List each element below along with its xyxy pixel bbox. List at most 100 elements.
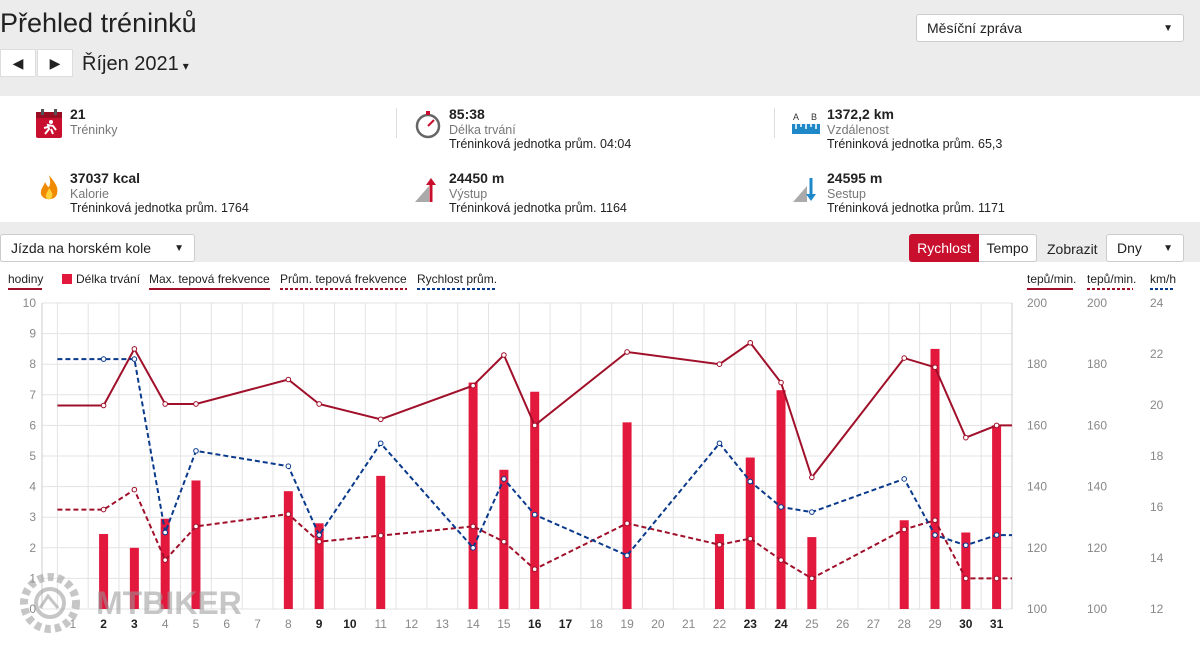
x-day-tick: 19 — [620, 617, 634, 631]
avg-speed-line-point — [100, 356, 107, 362]
x-day-tick: 16 — [528, 617, 542, 631]
show-label: Zobrazit — [1047, 241, 1098, 257]
max-hr-line-point — [716, 361, 723, 367]
max-hr-line-point — [932, 364, 938, 371]
duration-bar — [776, 390, 786, 609]
speed-toggle-button[interactable]: Rychlost — [909, 234, 979, 262]
x-day-tick: 11 — [374, 617, 387, 631]
x-day-tick: 4 — [162, 617, 169, 631]
x-day-tick: 27 — [867, 617, 881, 631]
stat-ascent: 24450 m Výstup Tréninková jednotka prům.… — [413, 168, 753, 220]
stat-label: Výstup — [449, 187, 488, 201]
flame-icon — [40, 175, 58, 200]
y-hr-avg-tick: 100 — [1087, 602, 1107, 616]
x-day-tick: 1 — [69, 617, 76, 631]
avg-speed-line-point — [193, 448, 199, 454]
x-day-tick: 28 — [898, 617, 912, 631]
stat-label: Kalorie — [70, 187, 109, 201]
y-left-tick: 5 — [29, 449, 36, 463]
y-left-tick: 3 — [29, 510, 36, 524]
avg-hr-line-point — [809, 575, 815, 582]
stat-average: Tréninková jednotka prům. 1164 — [449, 201, 627, 215]
duration-bar — [468, 382, 478, 609]
dropdown-arrow-icon: ▼ — [174, 242, 184, 254]
avg-speed-line-point — [285, 463, 292, 469]
duration-bar — [899, 520, 909, 609]
stat-average: Tréninková jednotka prům. 04:04 — [449, 137, 632, 151]
stat-value: 85:38 — [449, 106, 485, 122]
calendar-run-icon — [36, 109, 62, 138]
x-day-tick: 9 — [316, 617, 323, 631]
activity-type-value: Jízda na horském kole — [11, 240, 152, 256]
max-hr-line-point — [377, 416, 384, 423]
avg-hr-line-point — [901, 526, 908, 533]
avg-hr-line-point — [285, 511, 292, 517]
avg-hr-line-point — [100, 506, 107, 513]
duration-bar — [961, 532, 971, 609]
x-day-tick: 13 — [436, 617, 450, 631]
descent-icon — [793, 178, 816, 202]
x-day-tick: 10 — [343, 617, 357, 631]
x-day-tick: 8 — [285, 617, 292, 631]
avg-speed-line-point — [131, 356, 138, 362]
prev-month-button[interactable]: ◀ — [0, 49, 36, 77]
stat-value: 1372,2 km — [827, 106, 894, 122]
max-hr-line-point — [131, 346, 138, 352]
y-hr-max-tick: 200 — [1027, 296, 1047, 310]
max-hr-line-point — [100, 402, 107, 409]
legend-duration: Délka trvání — [76, 272, 141, 286]
y-left-tick: 9 — [29, 327, 36, 341]
duration-bar — [191, 480, 201, 609]
stat-duration: 85:38 Délka trvání Tréninková jednotka p… — [413, 104, 753, 156]
x-day-tick: 22 — [713, 617, 727, 631]
stopwatch-icon — [415, 111, 441, 139]
y-hr-avg-tick: 140 — [1087, 480, 1107, 494]
stat-label: Délka trvání — [449, 123, 516, 137]
avg-hr-line-point — [993, 575, 1000, 582]
stat-average: Tréninková jednotka prům. 65,3 — [827, 137, 1003, 151]
y-speed-tick: 12 — [1150, 602, 1164, 616]
y-hr-max-tick: 180 — [1027, 357, 1047, 371]
report-type-select[interactable]: Měsíční zpráva ▼ — [916, 14, 1184, 42]
duration-bar — [930, 348, 940, 609]
activity-type-select[interactable]: Jízda na horském kole ▼ — [0, 234, 195, 262]
x-day-tick: 7 — [254, 617, 261, 631]
next-month-button[interactable]: ▶ — [37, 49, 73, 77]
avg-speed-line-point — [162, 529, 168, 536]
avg-hr-line-point — [531, 566, 538, 573]
max-hr-line-point — [747, 339, 754, 346]
pace-toggle-button[interactable]: Tempo — [979, 234, 1037, 262]
period-value: Dny — [1117, 240, 1142, 256]
max-hr-line-point — [901, 355, 908, 361]
avg-hr-line-point — [778, 557, 784, 563]
duration-bar — [129, 547, 139, 609]
y-speed-tick: 16 — [1150, 500, 1164, 514]
watermark-text: MTBIKER — [96, 585, 242, 621]
duration-bar — [530, 391, 540, 609]
report-type-value: Měsíční zpráva — [927, 20, 1022, 36]
avg-hr-line-point — [316, 538, 322, 545]
period-select[interactable]: Dny ▼ — [1106, 234, 1184, 262]
max-hr-line-point — [316, 401, 322, 407]
avg-speed-line-point — [993, 532, 1000, 538]
max-hr-line-point — [778, 379, 784, 386]
x-day-tick: 26 — [836, 617, 850, 631]
max-hr-line-point — [501, 352, 507, 358]
avg-speed-line-point — [470, 545, 476, 551]
svg-text:B: B — [811, 112, 817, 122]
stat-descent: 24595 m Sestup Tréninková jednotka prům.… — [791, 168, 1131, 220]
x-day-tick: 15 — [497, 617, 511, 631]
duration-bar — [160, 518, 170, 609]
ascent-icon — [415, 178, 436, 202]
y-speed-tick: 22 — [1150, 347, 1164, 361]
max-hr-line-point — [963, 434, 969, 441]
duration-bar — [99, 534, 109, 609]
y-hr-avg-tick: 160 — [1087, 418, 1107, 432]
x-day-tick: 21 — [682, 617, 696, 631]
x-day-tick: 18 — [590, 617, 604, 631]
y-hr-max-tick: 140 — [1027, 480, 1047, 494]
month-selector[interactable]: Říjen 2021 ▾ — [82, 53, 189, 76]
duration-bar — [622, 422, 632, 609]
mtbiker-logo-icon — [20, 573, 80, 633]
